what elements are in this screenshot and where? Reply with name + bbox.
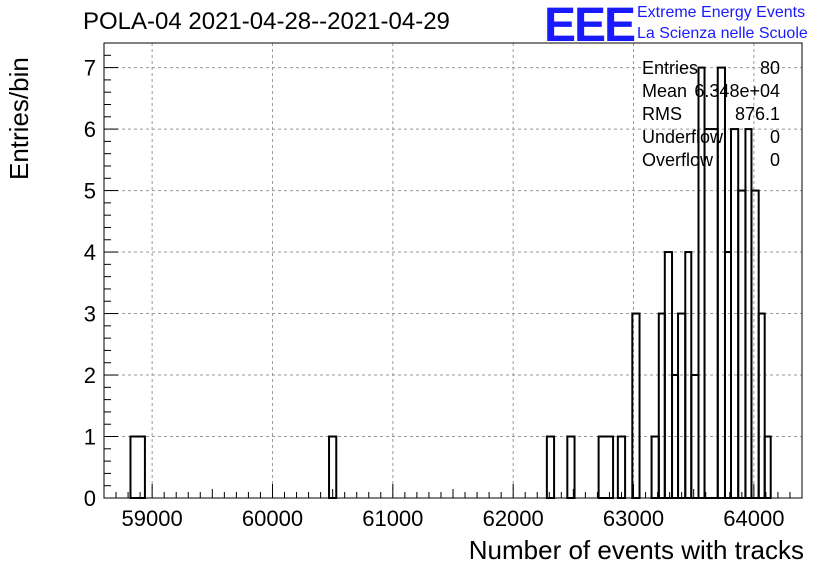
y-tick-label: 7 xyxy=(84,56,96,81)
x-tick-label: 64000 xyxy=(723,506,784,531)
logo-line-2: La Scienza nelle Scuole xyxy=(637,25,808,42)
x-tick-label: 63000 xyxy=(603,506,664,531)
stats-key: Entries xyxy=(642,58,699,78)
stats-value: 6.348e+04 xyxy=(694,81,780,101)
eee-logo-text: Extreme Energy Events La Scienza nelle S… xyxy=(637,2,808,44)
logo-line-1: Extreme Energy Events xyxy=(637,4,806,21)
x-tick-label: 59000 xyxy=(122,506,183,531)
stats-box: Entries 80 Mean 6.348e+04 RMS 876.1 Unde… xyxy=(642,58,780,173)
stats-row-mean: Mean 6.348e+04 xyxy=(642,81,780,104)
stats-value: 0 xyxy=(769,150,780,170)
stats-row-rms: RMS 876.1 xyxy=(642,104,780,127)
stats-row-entries: Entries 80 xyxy=(642,58,780,81)
stats-row-underflow: Underflow 0 xyxy=(642,127,780,150)
stats-row-overflow: Overflow 0 xyxy=(642,150,780,173)
y-tick-label: 0 xyxy=(84,486,96,511)
axes: 59000 60000 61000 62000 63000 64000 0 1 2 3 4 5 6 7 xyxy=(84,42,803,531)
x-tick-label: 62000 xyxy=(483,506,544,531)
y-axis-label: Entries/bin xyxy=(4,57,34,180)
stats-key: Overflow xyxy=(642,150,714,170)
y-tick-label: 5 xyxy=(84,179,96,204)
stats-key: RMS xyxy=(642,104,682,124)
eee-logo: EEE xyxy=(544,0,636,52)
y-tick-label: 1 xyxy=(84,425,96,450)
x-tick-label: 61000 xyxy=(362,506,423,531)
x-tick-label: 60000 xyxy=(242,506,303,531)
y-tick-label: 6 xyxy=(84,117,96,142)
y-tick-label: 2 xyxy=(84,363,96,388)
stats-value: 80 xyxy=(759,58,780,78)
stats-key: Underflow xyxy=(642,127,724,147)
stats-key: Mean xyxy=(642,81,688,101)
stats-value: 0 xyxy=(769,127,780,147)
y-tick-label: 4 xyxy=(84,240,96,265)
stats-value: 876.1 xyxy=(734,104,780,124)
x-axis-label: Number of events with tracks xyxy=(468,535,804,565)
y-tick-label: 3 xyxy=(84,302,96,327)
chart-title: POLA-04 2021-04-28--2021-04-29 xyxy=(83,8,450,35)
